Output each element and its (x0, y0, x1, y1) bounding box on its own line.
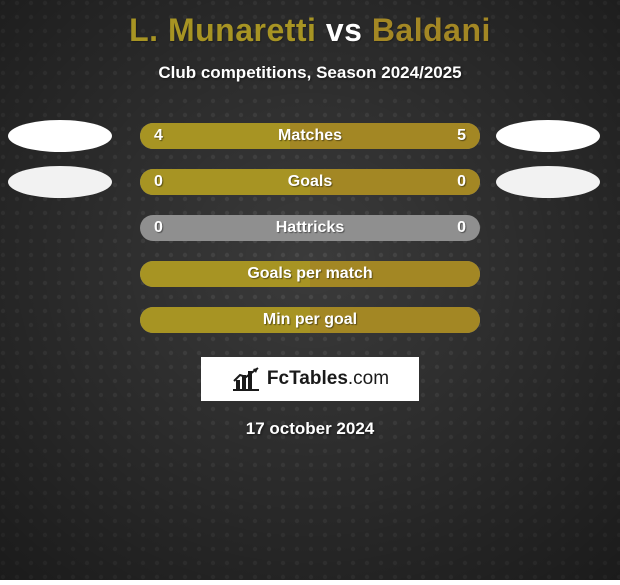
bar-chart-icon (231, 366, 261, 392)
stat-value-right: 5 (457, 123, 466, 149)
team-badge-right-2 (496, 166, 600, 198)
stat-label: Matches (140, 123, 480, 149)
content: L. Munaretti vs Baldani Club competition… (0, 0, 620, 439)
team-badge-left-2 (8, 166, 112, 198)
stat-label: Goals per match (140, 261, 480, 287)
date-label: 17 october 2024 (0, 419, 620, 439)
team-badge-left-1 (8, 120, 112, 152)
stat-label: Min per goal (140, 307, 480, 333)
logo-text: FcTables.com (267, 368, 389, 390)
stat-label: Goals (140, 169, 480, 195)
logo-text-suffix: .com (348, 368, 389, 389)
stat-bar: 0 Goals 0 (140, 169, 480, 195)
stat-row-hattricks: 0 Hattricks 0 (0, 205, 620, 251)
stat-row-matches: 4 Matches 5 (0, 113, 620, 159)
team-badge-right-1 (496, 120, 600, 152)
stat-row-goals: 0 Goals 0 (0, 159, 620, 205)
logo-text-main: Tables (289, 368, 348, 389)
title-vs: vs (326, 12, 363, 48)
stat-label: Hattricks (140, 215, 480, 241)
page-title: L. Munaretti vs Baldani (0, 12, 620, 49)
subtitle: Club competitions, Season 2024/2025 (0, 63, 620, 83)
stat-bar: Goals per match (140, 261, 480, 287)
stat-bar: 0 Hattricks 0 (140, 215, 480, 241)
stat-bar: Min per goal (140, 307, 480, 333)
title-player1: L. Munaretti (129, 12, 316, 48)
logo-text-prefix: Fc (267, 368, 289, 389)
stat-row-goals-per-match: Goals per match (0, 251, 620, 297)
title-player2: Baldani (372, 12, 491, 48)
fctables-logo: FcTables.com (201, 357, 419, 401)
stat-bar: 4 Matches 5 (140, 123, 480, 149)
stat-value-right: 0 (457, 169, 466, 195)
stat-value-right: 0 (457, 215, 466, 241)
stat-row-min-per-goal: Min per goal (0, 297, 620, 343)
